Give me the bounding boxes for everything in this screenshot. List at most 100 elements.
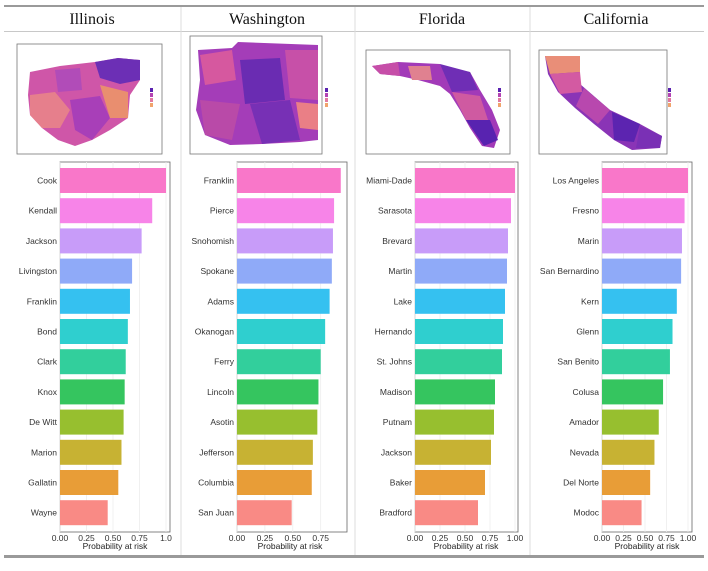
x-tick-label: 0.25 <box>257 533 274 543</box>
bar <box>602 168 688 193</box>
illinois-map <box>16 43 163 155</box>
bar <box>415 168 515 193</box>
x-tick-label: 0.50 <box>285 533 302 543</box>
map-legend <box>150 88 153 107</box>
bar <box>237 168 341 193</box>
bar <box>602 258 682 284</box>
category-label: Adams <box>208 296 234 306</box>
washington-map <box>189 35 328 155</box>
bar <box>60 409 124 435</box>
header-rule <box>4 31 704 32</box>
category-label: Los Angeles <box>553 176 599 186</box>
category-label: Gallatin <box>28 478 57 488</box>
bar <box>415 500 478 526</box>
bar <box>237 409 318 435</box>
bar <box>415 379 495 405</box>
x-tick-label: 0.50 <box>457 533 474 543</box>
category-label: Bond <box>37 327 57 337</box>
category-label: Del Norte <box>563 478 599 488</box>
x-tick-label: 0.25 <box>432 533 449 543</box>
category-label: Glenn <box>576 327 599 337</box>
category-label: Jefferson <box>199 447 234 457</box>
category-label: San Juan <box>198 508 234 518</box>
panel-title: Washington <box>229 11 305 28</box>
category-label: Jackson <box>26 236 57 246</box>
x-tick-label: 0.00 <box>594 533 611 543</box>
category-label: De Witt <box>29 417 58 427</box>
bar <box>237 500 292 526</box>
category-label: Madison <box>380 387 412 397</box>
category-label: Hernando <box>375 327 413 337</box>
category-label: Snohomish <box>191 236 234 246</box>
x-tick-label: 0.25 <box>615 533 632 543</box>
bar <box>602 288 677 314</box>
bar <box>415 228 508 254</box>
bar <box>237 288 330 314</box>
x-tick-label: 0.00 <box>52 533 69 543</box>
category-label: Kern <box>581 296 599 306</box>
bar <box>415 288 505 314</box>
bar <box>602 439 655 465</box>
category-label: Martin <box>388 266 412 276</box>
category-label: Sarasota <box>378 206 412 216</box>
bars <box>414 162 516 532</box>
x-tick-label: 0.00 <box>407 533 424 543</box>
x-tick-label: 1.0 <box>160 533 172 543</box>
category-label: Amador <box>569 417 599 427</box>
x-tick-label: 0.75 <box>312 533 329 543</box>
category-label: Wayne <box>31 508 57 518</box>
category-label: Marion <box>31 447 57 457</box>
x-tick-label: 1.00 <box>507 533 524 543</box>
bar <box>60 228 142 254</box>
category-label: Brevard <box>382 236 412 246</box>
x-tick-label: 0.50 <box>105 533 122 543</box>
panel-california: California Probability at risk Los Angel… <box>540 11 697 551</box>
category-label: Miami-Dade <box>366 176 412 186</box>
x-tick-label: 0.25 <box>78 533 95 543</box>
bar <box>237 319 326 344</box>
category-label: St. Johns <box>377 357 412 367</box>
category-label: Franklin <box>27 296 58 306</box>
bar <box>415 439 491 465</box>
category-label: Jackson <box>381 447 412 457</box>
bar <box>415 198 511 224</box>
bar <box>237 379 319 405</box>
x-axis-title: Probability at risk <box>83 541 148 551</box>
category-label: Baker <box>390 478 412 488</box>
bar <box>237 258 332 284</box>
panel-title: Illinois <box>69 11 114 28</box>
bar <box>60 258 133 284</box>
category-label: San Benito <box>557 357 599 367</box>
panel-florida: Florida Probability at risk Miami-Dade Sa… <box>366 11 523 551</box>
bar <box>415 319 503 344</box>
category-label: Knox <box>38 387 58 397</box>
category-label: Marin <box>578 236 600 246</box>
x-tick-label: 0.75 <box>482 533 499 543</box>
bar <box>60 319 128 344</box>
california-map <box>538 49 671 155</box>
bar <box>602 379 664 405</box>
x-tick-label: 1.00 <box>680 533 697 543</box>
bar <box>60 288 130 314</box>
x-tick-label: 0.75 <box>658 533 675 543</box>
category-label: Lincoln <box>207 387 234 397</box>
category-label: Cook <box>37 176 58 186</box>
bar <box>602 500 642 526</box>
panel-title: Florida <box>419 11 465 28</box>
panel-illinois: Illinois Probability at risk Cook Kendall… <box>19 11 172 551</box>
map-legend <box>325 88 328 107</box>
category-label: Spokane <box>200 266 234 276</box>
bar <box>602 470 651 495</box>
category-label: Colusa <box>573 387 600 397</box>
x-tick-label: 0.75 <box>131 533 148 543</box>
category-label: Bradford <box>379 508 412 518</box>
bar <box>237 349 321 375</box>
category-label: Lake <box>394 296 413 306</box>
bar <box>60 198 153 224</box>
bar <box>237 439 313 465</box>
panel-title: California <box>584 11 649 28</box>
category-label: Clark <box>37 357 58 367</box>
category-label: Ferry <box>214 357 235 367</box>
bar <box>602 198 685 224</box>
